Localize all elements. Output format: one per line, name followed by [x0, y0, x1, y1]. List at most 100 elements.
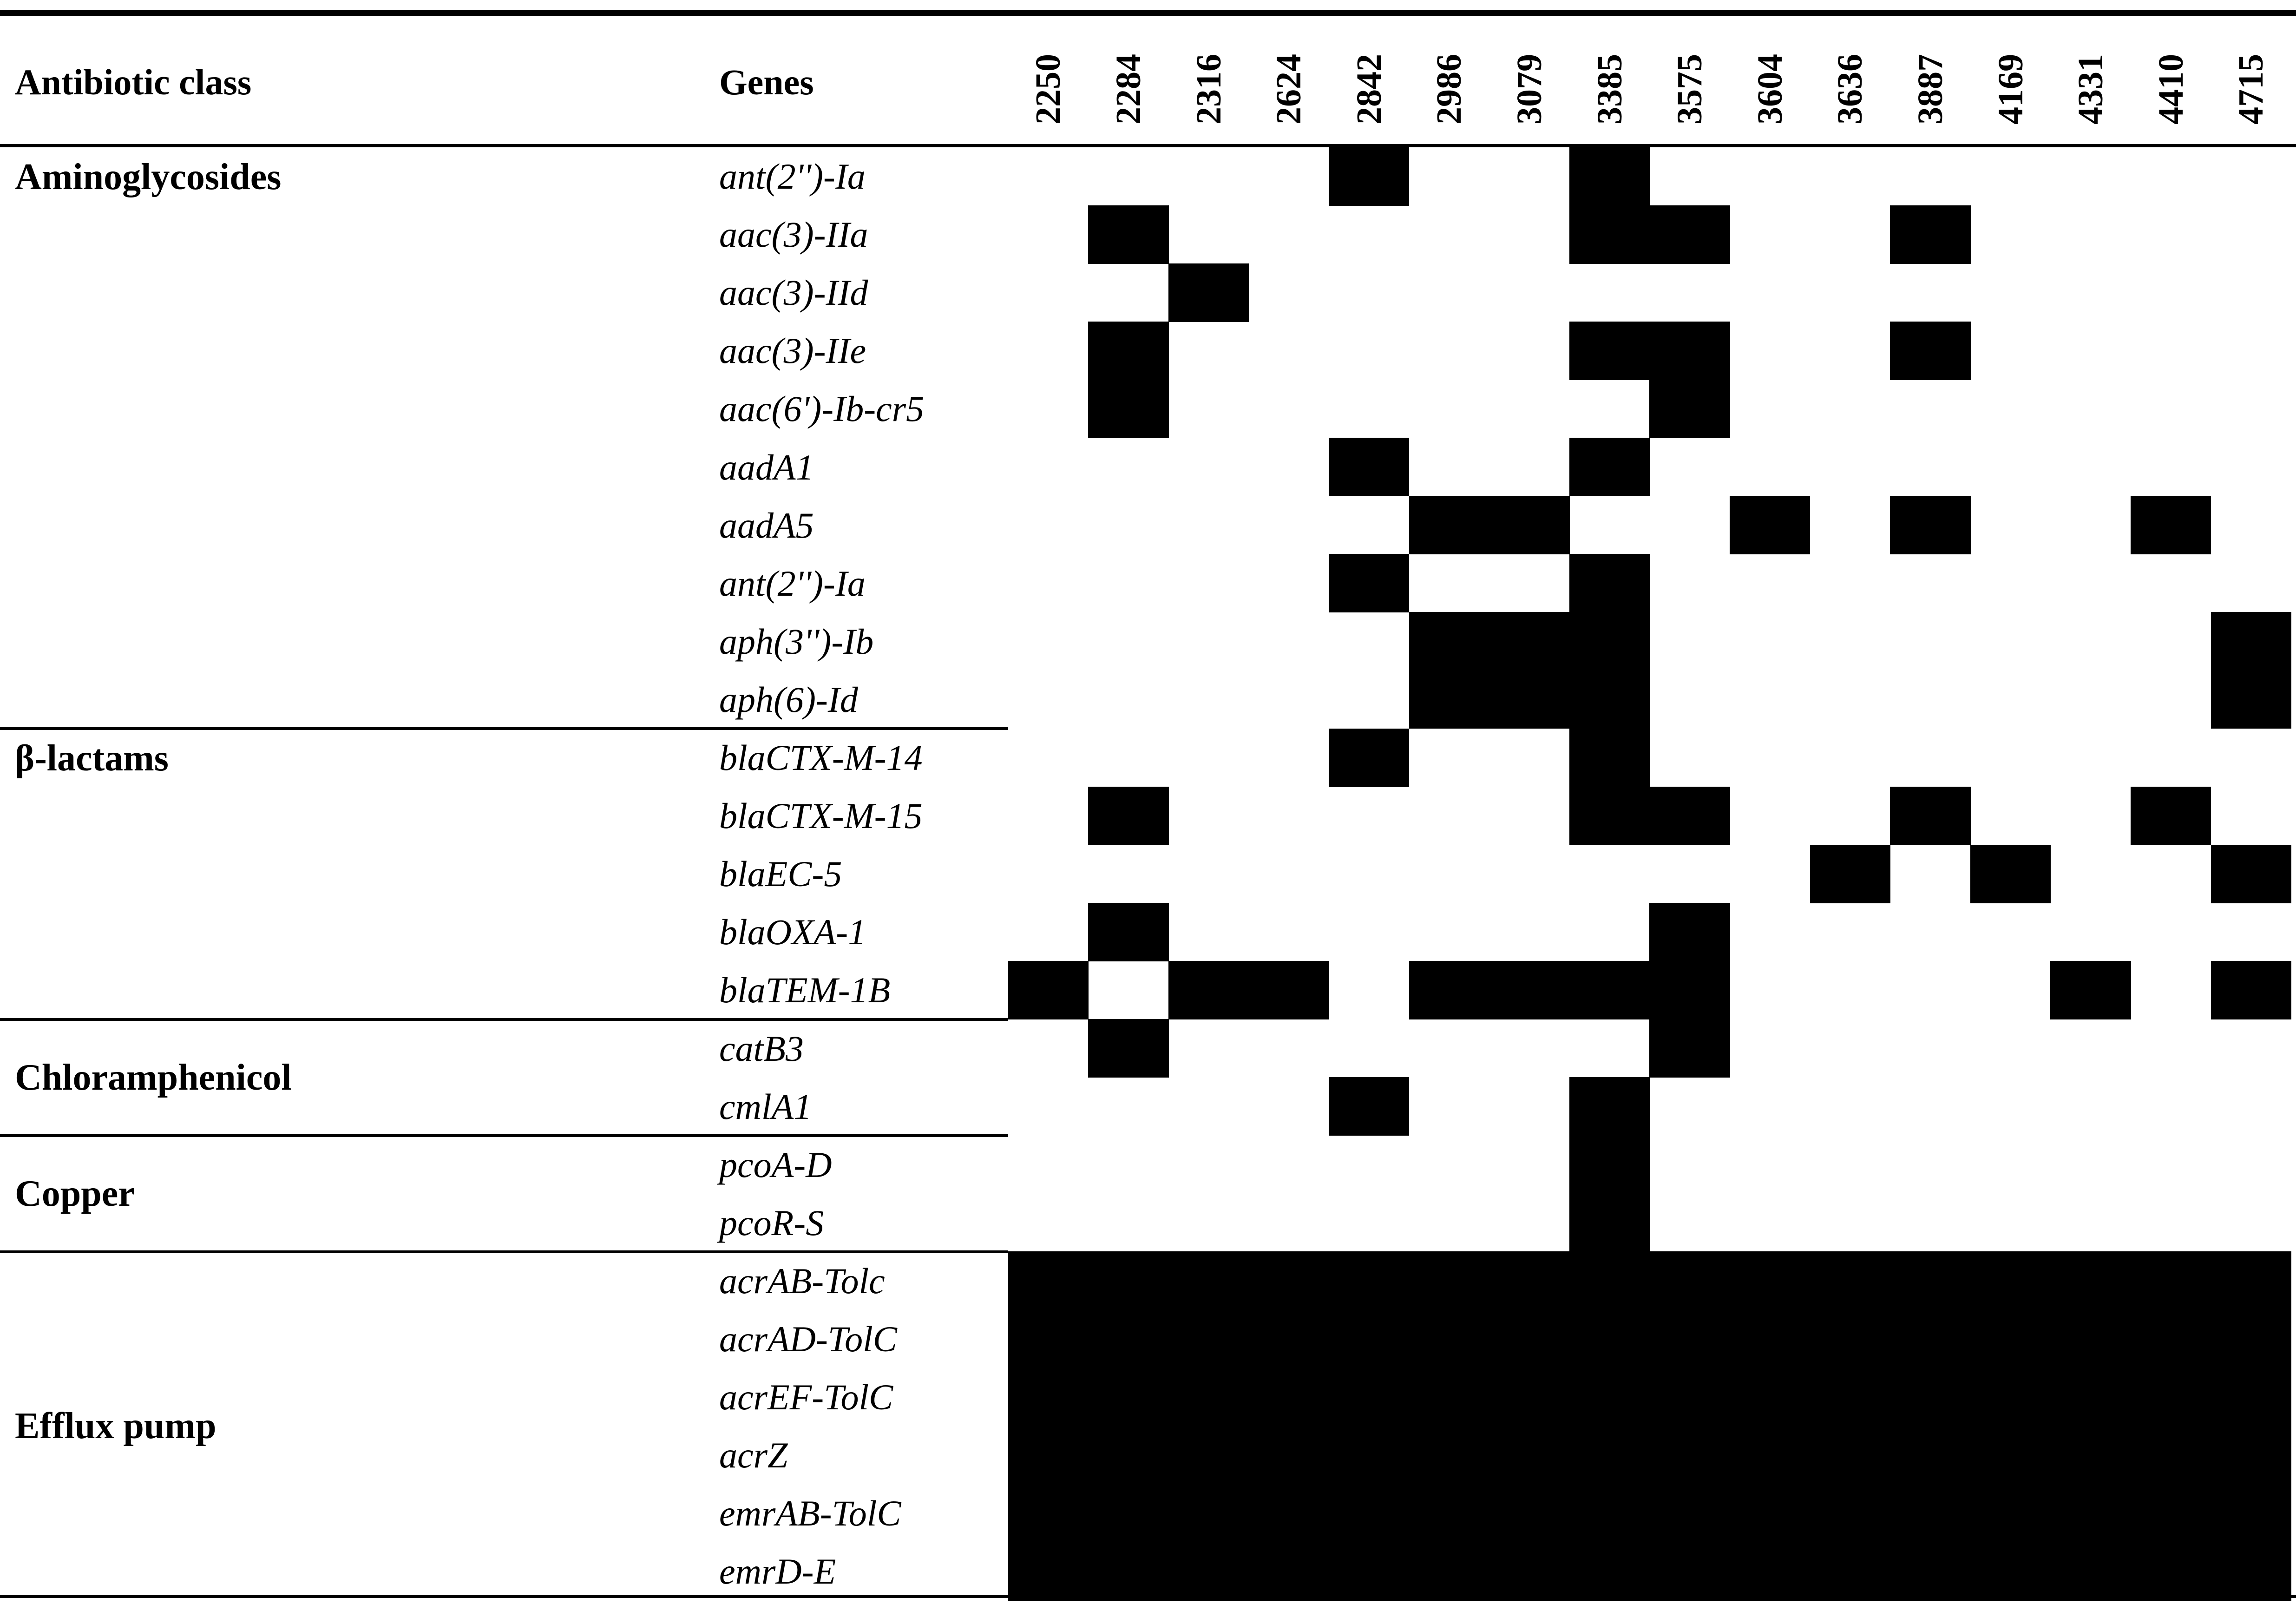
presence-cell — [1730, 1542, 1810, 1601]
presence-cell — [1569, 1542, 1650, 1601]
presence-cell — [1970, 1251, 2051, 1310]
group-separator-rule — [0, 1018, 1008, 1021]
column-header-3385: 3385 — [1590, 54, 1629, 125]
presence-cell — [2050, 1484, 2131, 1543]
presence-cell — [1329, 1426, 1409, 1485]
presence-cell — [1088, 1251, 1169, 1310]
presence-cell — [1248, 1542, 1329, 1601]
presence-cell — [1810, 1542, 1890, 1601]
presence-cell — [1088, 322, 1169, 380]
presence-cell — [1008, 1426, 1089, 1485]
presence-cell — [1890, 1542, 1971, 1601]
presence-cell — [1890, 322, 1971, 380]
presence-cell — [1088, 1368, 1169, 1427]
presence-cell — [1489, 1251, 1570, 1310]
presence-cell — [1569, 554, 1650, 612]
presence-cell — [1168, 263, 1249, 322]
presence-cell — [1569, 322, 1650, 380]
antibiotic-class-header: Antibiotic class — [15, 62, 252, 102]
gene-label: pcoR-S — [719, 1202, 824, 1243]
presence-cell — [1168, 1426, 1249, 1485]
presence-cell — [1569, 787, 1650, 845]
presence-cell — [1649, 1310, 1730, 1368]
presence-cell — [1890, 1484, 1971, 1543]
presence-cell — [2131, 1542, 2211, 1601]
presence-cell — [1409, 1542, 1489, 1601]
column-header-2986: 2986 — [1430, 54, 1469, 125]
gene-label: aadA1 — [719, 447, 814, 487]
presence-cell — [2131, 787, 2211, 845]
gene-label: aac(3)-IId — [719, 272, 868, 313]
presence-cell — [1088, 1426, 1169, 1485]
presence-cell — [1088, 903, 1169, 961]
gene-label: blaOXA-1 — [719, 912, 866, 953]
presence-cell — [2050, 1251, 2131, 1310]
antibiotic-class-label: Efflux pump — [15, 1406, 216, 1447]
presence-cell — [1409, 496, 1489, 554]
presence-cell — [1088, 1484, 1169, 1543]
presence-cell — [1649, 1368, 1730, 1427]
presence-cell — [2131, 1368, 2211, 1427]
presence-cell — [1329, 1251, 1409, 1310]
presence-cell — [1569, 1193, 1650, 1252]
presence-cell — [1329, 438, 1409, 496]
presence-cell — [1248, 1426, 1329, 1485]
presence-cell — [1329, 554, 1409, 612]
column-header-3079: 3079 — [1509, 54, 1549, 125]
presence-cell — [1970, 1310, 2051, 1368]
presence-cell — [1649, 961, 1730, 1019]
presence-cell — [1569, 1077, 1650, 1136]
presence-cell — [2050, 1426, 2131, 1485]
presence-cell — [1569, 1135, 1650, 1194]
presence-cell — [2211, 612, 2291, 671]
column-header-4331: 4331 — [2071, 54, 2111, 125]
presence-cell — [1088, 1019, 1169, 1078]
presence-cell — [2050, 1310, 2131, 1368]
presence-cell — [1168, 1310, 1249, 1368]
presence-cell — [2131, 1310, 2211, 1368]
presence-cell — [1489, 1542, 1570, 1601]
presence-cell — [1730, 1484, 1810, 1543]
gene-label: catB3 — [719, 1028, 804, 1069]
presence-cell — [1569, 1310, 1650, 1368]
presence-cell — [1970, 1484, 2051, 1543]
column-header-2624: 2624 — [1269, 54, 1309, 125]
column-header-2284: 2284 — [1109, 54, 1148, 125]
presence-cell — [1649, 205, 1730, 264]
presence-cell — [1649, 322, 1730, 380]
presence-cell — [2211, 1426, 2291, 1485]
gene-label: acrAB-Tolc — [719, 1260, 885, 1301]
presence-cell — [1890, 1426, 1971, 1485]
presence-cell — [1329, 1368, 1409, 1427]
presence-cell — [1008, 1542, 1089, 1601]
column-header-3636: 3636 — [1830, 54, 1870, 125]
header-rule — [0, 144, 2296, 147]
presence-cell — [1489, 496, 1570, 554]
presence-cell — [1569, 205, 1650, 264]
gene-label: blaCTX-M-14 — [719, 737, 923, 778]
group-separator-rule — [0, 1134, 1008, 1137]
presence-cell — [1649, 1542, 1730, 1601]
presence-cell — [1329, 1484, 1409, 1543]
gene-label: acrZ — [719, 1435, 788, 1476]
presence-cell — [1810, 845, 1890, 903]
gene-label: cmlA1 — [719, 1086, 812, 1127]
presence-cell — [1008, 1310, 1089, 1368]
presence-cell — [1168, 1542, 1249, 1601]
gene-label: emrAB-TolC — [719, 1493, 901, 1534]
presence-cell — [1489, 670, 1570, 729]
presence-cell — [1890, 787, 1971, 845]
group-separator-rule — [0, 727, 1008, 730]
presence-cell — [1409, 1310, 1489, 1368]
presence-cell — [1168, 1484, 1249, 1543]
antibiotic-class-label: Chloramphenicol — [15, 1057, 292, 1098]
antibiotic-class-label: β-lactams — [15, 738, 169, 779]
presence-cell — [1088, 1542, 1169, 1601]
presence-cell — [2211, 961, 2291, 1019]
gene-label: aadA5 — [719, 505, 814, 546]
presence-cell — [1008, 1251, 1089, 1310]
gene-label: aac(3)-IIa — [719, 214, 868, 255]
presence-cell — [1970, 1542, 2051, 1601]
presence-cell — [1489, 961, 1570, 1019]
